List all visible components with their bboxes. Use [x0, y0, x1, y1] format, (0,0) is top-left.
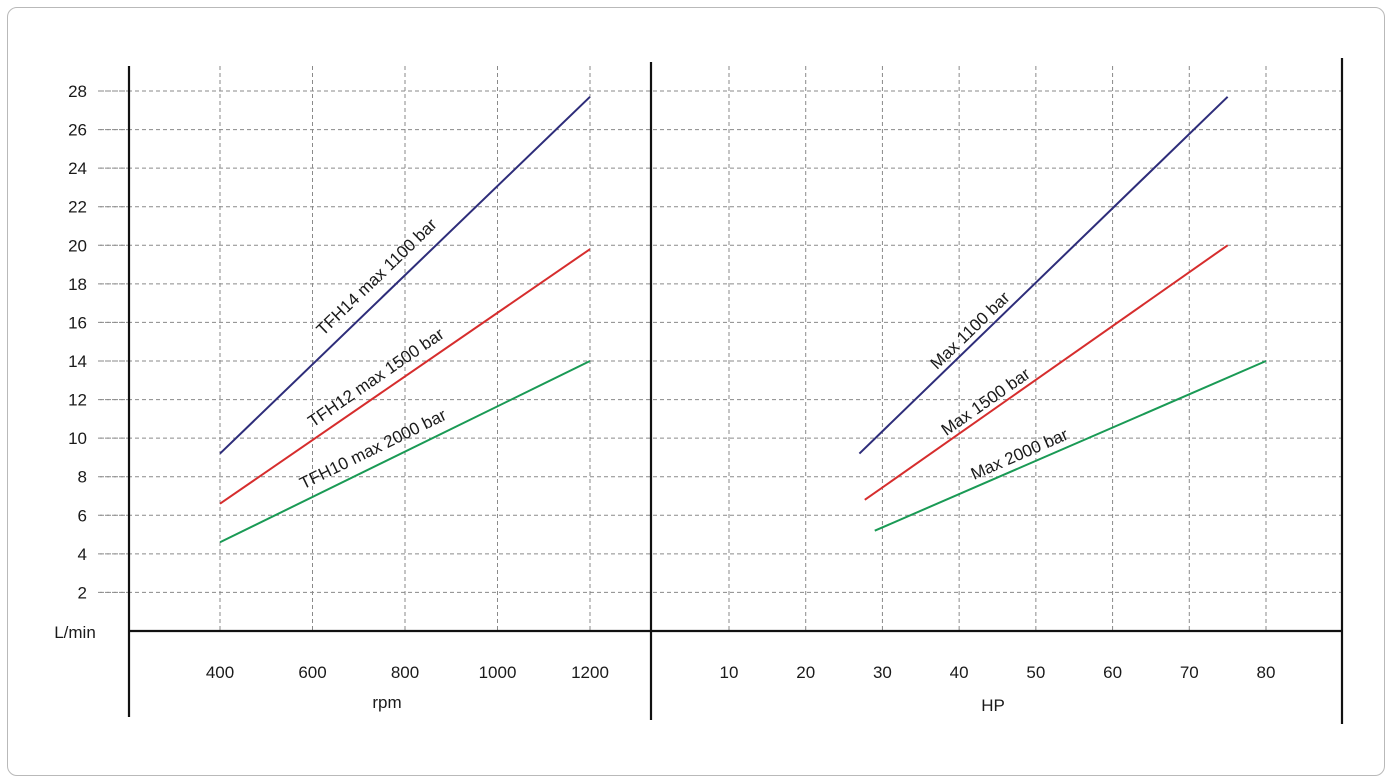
x-tick-label: 800: [391, 663, 419, 682]
y-tick-label: 18: [68, 275, 87, 294]
series-label: Max 1500 bar: [938, 364, 1034, 439]
y-tick-label: 10: [68, 429, 87, 448]
y-tick-label: 14: [68, 352, 87, 371]
series-label: Max 1100 bar: [927, 288, 1014, 373]
series-lines: [219, 96, 1267, 544]
x-axis-label-hp: HP: [981, 696, 1005, 715]
y-tick-label: 6: [78, 506, 87, 525]
y-tick-label: 12: [68, 391, 87, 410]
series-line: [219, 96, 591, 455]
series-line: [874, 360, 1267, 532]
x-tick-label: 1200: [571, 663, 609, 682]
x-tick-label: 20: [796, 663, 815, 682]
y-axis-label: L/min: [54, 623, 96, 642]
x-tick-label: 600: [298, 663, 326, 682]
chart-frame: [7, 7, 1385, 776]
y-tick-label: 26: [68, 121, 87, 140]
y-tick-label: 4: [78, 545, 87, 564]
series-label: Max 2000 bar: [968, 425, 1071, 484]
y-tick-label: 28: [68, 82, 87, 101]
series-line: [864, 244, 1229, 501]
series-label: TFH14 max 1100 bar: [313, 215, 441, 340]
x-tick-label: 80: [1257, 663, 1276, 682]
y-tick-label: 22: [68, 198, 87, 217]
series-line: [219, 360, 591, 544]
x-tick-label: 60: [1103, 663, 1122, 682]
gridlines: [98, 66, 1342, 631]
series-line: [219, 248, 591, 505]
x-tick-label: 30: [873, 663, 892, 682]
axes: [127, 58, 1344, 724]
x-tick-label: 40: [950, 663, 969, 682]
x-tick-label: 70: [1180, 663, 1199, 682]
x-tick-label: 50: [1026, 663, 1045, 682]
x-tick-label: 10: [720, 663, 739, 682]
x-tick-label: 400: [206, 663, 234, 682]
x-tick-label: 1000: [479, 663, 517, 682]
y-tick-label: 24: [68, 159, 87, 178]
y-tick-label: 2: [78, 583, 87, 602]
y-tick-label: 20: [68, 236, 87, 255]
x-axis-label-rpm: rpm: [372, 693, 401, 712]
y-tick-label: 8: [78, 468, 87, 487]
series-line: [858, 96, 1229, 455]
y-tick-label: 16: [68, 313, 87, 332]
